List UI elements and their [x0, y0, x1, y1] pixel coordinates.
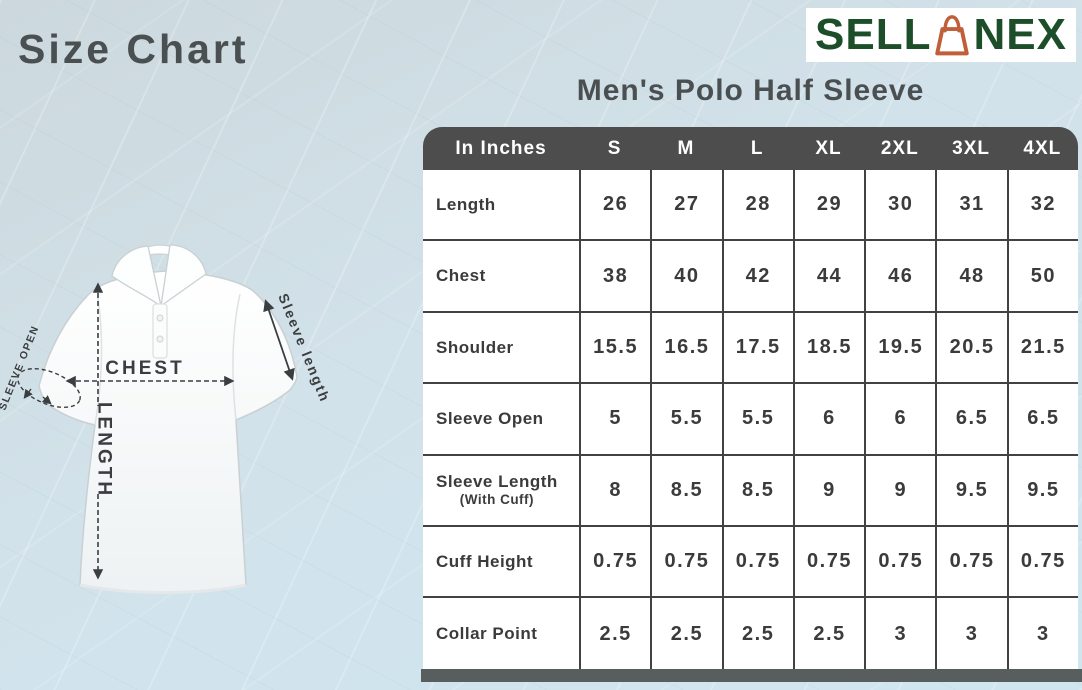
table-row: Chest 38 40 42 44 46 48 50 [423, 241, 1078, 313]
sleeve-open-arrow-left [23, 388, 33, 399]
table-row: Collar Point 2.5 2.5 2.5 2.5 3 3 3 [423, 598, 1078, 670]
measurement-label-cell: Cuff Height [423, 527, 579, 596]
size-value-cell: 3 [864, 598, 935, 670]
size-value-cell: 18.5 [792, 312, 864, 383]
size-value-cell: 3 [935, 598, 1006, 670]
size-value-cell: 29 [792, 170, 864, 240]
brand-logo: SELL NEX [806, 8, 1076, 62]
size-value-cell: 26 [579, 170, 650, 240]
size-value-cell: 42 [721, 241, 793, 311]
size-value-cell: 16.5 [650, 312, 721, 383]
table-row: Sleeve Open 5 5.5 5.5 6 6 6.5 6.5 [423, 384, 1078, 456]
unit-header-cell: In Inches [455, 137, 547, 159]
shirt-illustration [38, 244, 298, 594]
size-value-cell: 8.5 [650, 455, 721, 525]
size-header-cell: M [677, 137, 695, 159]
size-value-cell: 6 [864, 384, 935, 454]
polo-shirt-diagram: CHEST LENGTH Sleeve length SLEEVE OPEN [0, 238, 340, 643]
measurement-label-cell: Shoulder [423, 313, 579, 382]
size-value-cell: 2.5 [792, 598, 864, 670]
size-value-cell: 9.5 [1006, 455, 1078, 525]
size-value-cell: 6 [792, 384, 864, 454]
size-value-cell: 6.5 [1006, 384, 1078, 454]
measurement-label-cell: Chest [423, 241, 579, 310]
sleeve-length-arrow [263, 299, 295, 381]
size-value-cell: 0.75 [721, 526, 793, 597]
size-value-cell: 9 [792, 455, 864, 525]
product-title: Men's Polo Half Sleeve [576, 74, 925, 107]
measurement-label: Sleeve Open [436, 409, 544, 429]
measurement-label: Length [436, 195, 496, 215]
size-header-cell: 3XL [952, 137, 990, 159]
size-value-cell: 2.5 [721, 598, 793, 670]
size-value-cell: 20.5 [935, 312, 1006, 383]
size-value-cell: 0.75 [792, 526, 864, 597]
measurement-label: Sleeve Length [436, 472, 558, 492]
page-title: Size Chart [18, 26, 249, 72]
table-row: Length 26 27 28 29 30 31 32 [423, 170, 1078, 242]
measurement-label-cell: Sleeve Open [423, 384, 579, 453]
size-value-cell: 0.75 [864, 526, 935, 597]
size-value-cell: 9.5 [935, 455, 1006, 525]
size-value-cell: 38 [579, 241, 650, 311]
size-header-cell: 4XL [1023, 137, 1062, 159]
size-value-cell: 8.5 [721, 455, 793, 525]
size-value-cell: 2.5 [650, 598, 721, 670]
measurement-label-cell: Length [423, 170, 579, 239]
shopping-bag-icon [935, 15, 970, 56]
size-value-cell: 0.75 [1006, 526, 1078, 597]
measurement-label: Collar Point [436, 624, 538, 644]
size-value-cell: 40 [650, 241, 721, 311]
size-value-cell: 0.75 [935, 526, 1006, 597]
logo-text-right: NEX [973, 10, 1067, 59]
measurement-label: Chest [436, 266, 486, 286]
logo-text-left: SELL [815, 10, 932, 59]
size-value-cell: 15.5 [579, 312, 650, 383]
sleeve-open-ellipse [17, 367, 81, 409]
size-header-cell: L [750, 137, 764, 159]
size-value-cell: 0.75 [650, 526, 721, 597]
size-value-cell: 30 [864, 170, 935, 240]
size-value-cell: 32 [1006, 170, 1078, 240]
table-row: Cuff Height 0.75 0.75 0.75 0.75 0.75 0.75 0.75 [423, 526, 1078, 599]
size-value-cell: 44 [792, 241, 864, 311]
size-value-cell: 5 [579, 384, 650, 454]
sleeve-open-arrow-right [41, 395, 52, 405]
sleeve-open-label: SLEEVE OPEN [0, 324, 42, 413]
measurement-label: Cuff Height [436, 552, 534, 572]
measurement-label-cell: Sleeve Length (With Cuff) [423, 456, 579, 525]
measurement-label: Shoulder [436, 337, 514, 357]
size-value-cell: 5.5 [721, 384, 793, 454]
size-value-cell: 17.5 [721, 312, 793, 383]
size-value-cell: 19.5 [864, 312, 935, 383]
size-value-cell: 3 [1006, 598, 1078, 670]
size-header-cell: S [607, 137, 622, 159]
size-value-cell: 50 [1006, 241, 1078, 311]
size-value-cell: 46 [864, 241, 935, 311]
table-base-bar [421, 669, 1082, 682]
size-value-cell: 31 [935, 170, 1006, 240]
measurement-sublabel: (With Cuff) [459, 492, 535, 508]
measurement-label-cell: Collar Point [423, 598, 579, 669]
size-value-cell: 27 [650, 170, 721, 240]
table-row: Shoulder 15.5 16.5 17.5 18.5 19.5 20.5 21.5 [423, 312, 1078, 385]
size-value-cell: 48 [935, 241, 1006, 311]
length-label: LENGTH [94, 402, 115, 498]
size-value-cell: 5.5 [650, 384, 721, 454]
size-value-cell: 8 [579, 455, 650, 525]
size-table-header: In Inches S M L XL 2XL 3XL 4XL [423, 127, 1078, 170]
size-value-cell: 28 [721, 170, 793, 240]
size-table-body: Length 26 27 28 29 30 31 32 Chest 38 40 42 44 46 48 50 S… [423, 170, 1078, 670]
size-value-cell: 6.5 [935, 384, 1006, 454]
size-value-cell: 9 [864, 455, 935, 525]
size-value-cell: 21.5 [1006, 312, 1078, 383]
chest-label: CHEST [105, 358, 184, 379]
size-value-cell: 2.5 [579, 598, 650, 670]
size-header-cell: 2XL [880, 137, 919, 159]
size-header-cell: XL [815, 137, 842, 159]
size-value-cell: 0.75 [579, 526, 650, 597]
table-row: Sleeve Length (With Cuff) 8 8.5 8.5 9 9 9.5 9.5 [423, 455, 1078, 527]
size-table: In Inches S M L XL 2XL 3XL 4XL Length 26 27 28 29 3… [423, 127, 1078, 670]
